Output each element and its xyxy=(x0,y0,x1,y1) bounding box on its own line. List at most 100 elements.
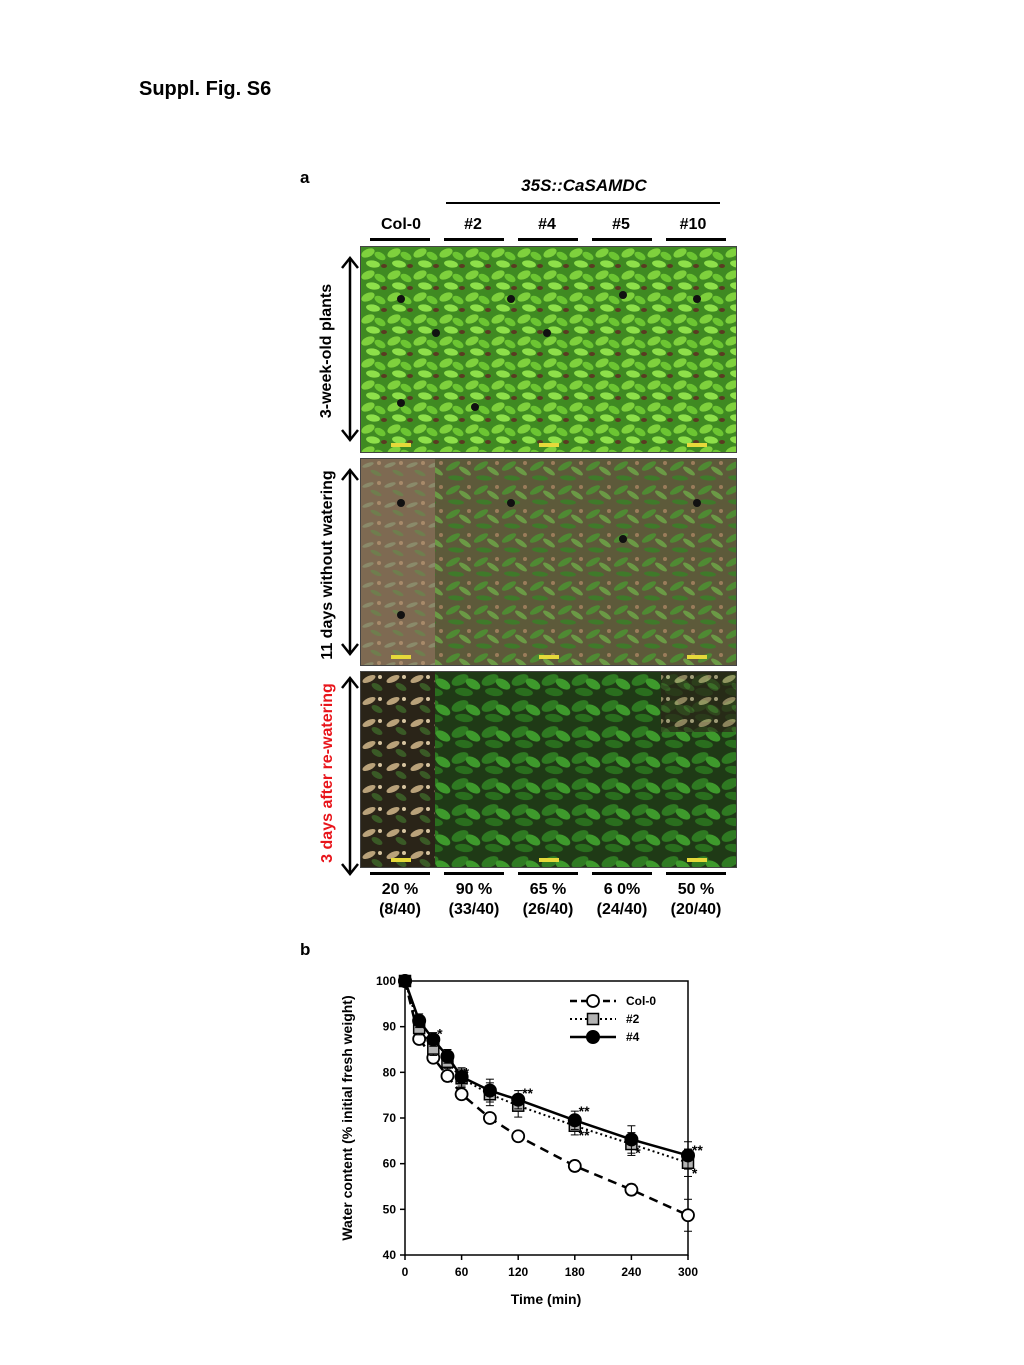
data-point xyxy=(440,1049,455,1064)
survival-bar-10 xyxy=(666,872,726,875)
row-label-3-days-rewatering: 3 days after re-watering xyxy=(319,683,336,863)
series-line xyxy=(403,980,689,1217)
genotype-bar-5 xyxy=(592,238,652,241)
genotype-label-5: #5 xyxy=(612,216,630,233)
photo-recovery-svg xyxy=(361,672,736,867)
data-point xyxy=(454,1069,469,1084)
legend-label: #4 xyxy=(626,1030,640,1044)
survival-percent: 50 % xyxy=(677,881,715,898)
legend-marker xyxy=(586,1030,600,1044)
significance-mark: ** xyxy=(579,1103,590,1119)
survival-percent: 6 0% xyxy=(603,881,641,898)
y-tick-label: 100 xyxy=(376,974,396,988)
x-tick-label: 180 xyxy=(565,1265,585,1279)
row-label-11-days: 11 days without watering xyxy=(319,470,336,660)
figure-title: Suppl. Fig. S6 xyxy=(139,78,272,100)
photo-3-days-after-re-watering xyxy=(360,671,737,868)
legend-label: Col-0 xyxy=(626,994,656,1008)
data-point xyxy=(454,1087,469,1102)
y-tick-label: 70 xyxy=(383,1111,397,1125)
significance-mark: ** xyxy=(692,1142,703,1158)
significance-mark: * xyxy=(437,1026,443,1042)
survival-bar-4 xyxy=(518,872,578,875)
genotype-label-10: #10 xyxy=(679,216,707,233)
chart-annotations: ********* *** xyxy=(437,1026,703,1181)
y-axis-label: Water content (% initial fresh weight) xyxy=(339,995,355,1240)
row-arrows xyxy=(341,255,359,877)
survival-2: 90 % (33/40) xyxy=(442,880,506,920)
y-tick-label: 40 xyxy=(383,1248,397,1262)
genotype-bar-col0 xyxy=(370,238,430,241)
data-point xyxy=(482,1083,497,1098)
survival-10: 50 % (20/40) xyxy=(664,880,728,920)
data-point xyxy=(426,1032,441,1047)
significance-mark: * xyxy=(692,1165,698,1181)
x-tick-label: 60 xyxy=(455,1265,469,1279)
legend-label: #2 xyxy=(626,1012,640,1026)
panel-a-label: a xyxy=(300,168,310,187)
data-point xyxy=(624,1132,639,1147)
photo-healthy-svg xyxy=(361,247,736,452)
data-point xyxy=(511,1092,526,1107)
series-#4 xyxy=(398,974,695,1170)
legend-marker xyxy=(586,1012,600,1026)
genotype-label-4: #4 xyxy=(538,216,556,233)
y-tick-label: 80 xyxy=(383,1065,397,1079)
transgene-bracket-line xyxy=(446,202,720,204)
survival-bar-col0 xyxy=(370,872,430,875)
significance-mark: ** xyxy=(579,1127,590,1143)
survival-4: 65 % (26/40) xyxy=(516,880,580,920)
chart-legend: Col-0 #2 #4 xyxy=(570,994,656,1044)
survival-fraction: (24/40) xyxy=(596,901,648,918)
y-tick-label: 60 xyxy=(383,1157,397,1171)
significance-mark: * xyxy=(635,1144,641,1160)
plot-frame xyxy=(404,980,689,1256)
genotype-bar-2 xyxy=(444,238,504,241)
data-point xyxy=(681,1148,695,1163)
y-tick-label: 50 xyxy=(383,1202,397,1216)
x-axis-label: Time (min) xyxy=(511,1291,582,1307)
genotype-bar-4 xyxy=(518,238,578,241)
data-point xyxy=(398,974,412,988)
data-point xyxy=(511,1129,526,1144)
data-point xyxy=(624,1182,639,1197)
survival-percent: 20 % xyxy=(381,881,419,898)
data-point xyxy=(681,1208,695,1223)
data-point xyxy=(440,1069,455,1083)
y-tick-label: 90 xyxy=(383,1020,397,1034)
survival-fraction: (8/40) xyxy=(379,901,421,918)
data-point xyxy=(567,1159,582,1173)
series-Col-0 xyxy=(398,974,695,1232)
x-tick-label: 120 xyxy=(508,1265,528,1279)
survival-fraction: (33/40) xyxy=(448,901,500,918)
genotype-bar-10 xyxy=(666,238,726,241)
chart-axes: 40 50 60 70 80 90 100 0 60 120 180 240 300 xyxy=(376,974,698,1279)
survival-bar-5 xyxy=(592,872,652,875)
genotype-label-2: #2 xyxy=(464,216,482,233)
photo-drought-svg xyxy=(361,459,736,665)
x-tick-label: 0 xyxy=(402,1265,409,1279)
survival-col0: 20 % (8/40) xyxy=(368,880,432,920)
survival-percent: 65 % xyxy=(529,881,567,898)
row-label-3-week-old: 3-week-old plants xyxy=(318,283,335,419)
panel-b-label: b xyxy=(300,940,311,959)
significance-mark: ** xyxy=(522,1085,533,1101)
genotype-label-col0: Col-0 xyxy=(381,216,421,233)
legend-marker xyxy=(586,994,600,1008)
survival-fraction: (20/40) xyxy=(670,901,722,918)
survival-5: 6 0% (24/40) xyxy=(590,880,654,920)
photo-11-days-without-watering xyxy=(360,458,737,666)
series-line xyxy=(403,980,689,1157)
transgene-label: 35S::CaSAMDC xyxy=(521,176,647,195)
significance-mark: * xyxy=(464,1064,470,1080)
x-tick-label: 240 xyxy=(621,1265,641,1279)
data-point xyxy=(482,1111,497,1125)
data-point xyxy=(412,1013,427,1028)
x-tick-label: 300 xyxy=(678,1265,698,1279)
survival-bar-2 xyxy=(444,872,504,875)
chart-series xyxy=(398,974,695,1232)
series-line xyxy=(404,980,689,1164)
data-point xyxy=(567,1113,582,1128)
survival-fraction: (26/40) xyxy=(522,901,574,918)
